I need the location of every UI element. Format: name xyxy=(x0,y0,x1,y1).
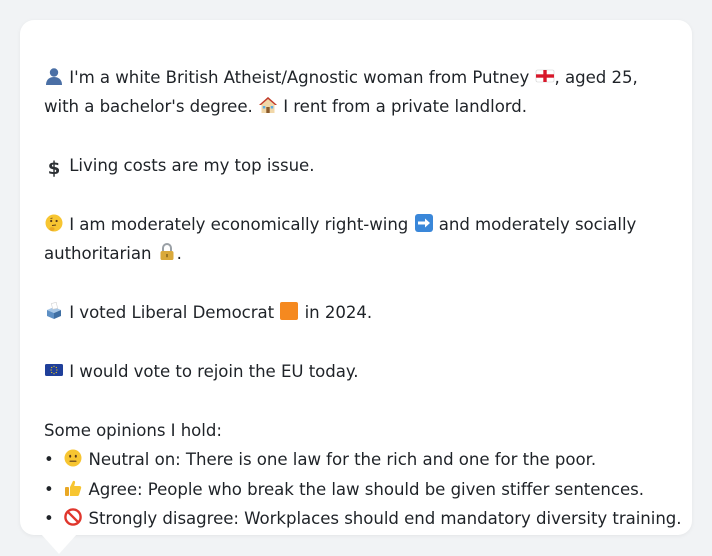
profile-line-education: with a bachelor's degree. I rent from a … xyxy=(44,92,668,121)
house-icon xyxy=(258,95,278,115)
profile-line-identity: I'm a white British Atheist/Agnostic wom… xyxy=(44,63,668,92)
profile-line-authoritarian: authoritarian . xyxy=(44,239,668,268)
bullet: • xyxy=(44,450,54,470)
authoritarian-text: authoritarian xyxy=(44,244,152,264)
opinion-item: • Neutral on: There is one law for the r… xyxy=(44,445,668,474)
social-text: and moderately socially xyxy=(438,215,637,234)
speech-bubble-tail xyxy=(41,534,77,554)
housing-text: I rent from a private landlord. xyxy=(283,97,527,117)
profile-line-eu: I would vote to rejoin the EU today. xyxy=(44,357,668,386)
vote-text: I voted Liberal Democrat xyxy=(69,303,275,323)
lock-icon xyxy=(157,242,177,262)
top-issue-text: Living costs are my top issue. xyxy=(69,156,315,176)
identity-text: I'm a white British Atheist/Agnostic wom… xyxy=(69,68,530,87)
opinion-text: Agree: People who break the law should b… xyxy=(88,479,644,499)
opinion-item: • Agree: People who break the law should… xyxy=(44,475,668,504)
profile-line-top-issue: $ Living costs are my top issue. xyxy=(44,151,668,180)
bullet: • xyxy=(44,479,54,499)
ballot-box-icon xyxy=(44,301,64,321)
profile-card: I'm a white British Atheist/Agnostic wom… xyxy=(20,20,692,535)
authoritarian-period: . xyxy=(176,244,182,264)
opinion-item: • Strongly disagree: Workplaces should e… xyxy=(44,504,682,533)
thinking-face-icon xyxy=(44,213,64,233)
no-entry-icon xyxy=(63,507,83,527)
profile-line-economic: I am moderately economically right-wing … xyxy=(44,210,668,239)
bullet: • xyxy=(44,509,54,529)
england-flag-icon xyxy=(535,66,555,86)
neutral-face-icon xyxy=(63,448,83,468)
opinions-heading: Some opinions I hold: xyxy=(44,420,222,440)
education-text: with a bachelor's degree. xyxy=(44,97,253,117)
opinion-text: Strongly disagree: Workplaces should end… xyxy=(88,509,682,529)
eu-flag-icon xyxy=(44,360,64,380)
person-icon xyxy=(44,66,64,86)
profile-line-vote: I voted Liberal Democrat in 2024. xyxy=(44,298,668,327)
economic-text: I am moderately economically right-wing xyxy=(69,215,409,234)
orange-square-icon xyxy=(279,301,299,321)
vote-year-text: in 2024. xyxy=(304,303,373,323)
eu-text: I would vote to rejoin the EU today. xyxy=(69,362,359,381)
thumbs-up-icon xyxy=(63,478,83,498)
opinion-text: Neutral on: There is one law for the ric… xyxy=(88,450,597,470)
age-text: , aged 25, xyxy=(554,68,638,87)
dollar-sign-icon: $ xyxy=(47,158,61,180)
right-arrow-icon xyxy=(414,213,434,233)
